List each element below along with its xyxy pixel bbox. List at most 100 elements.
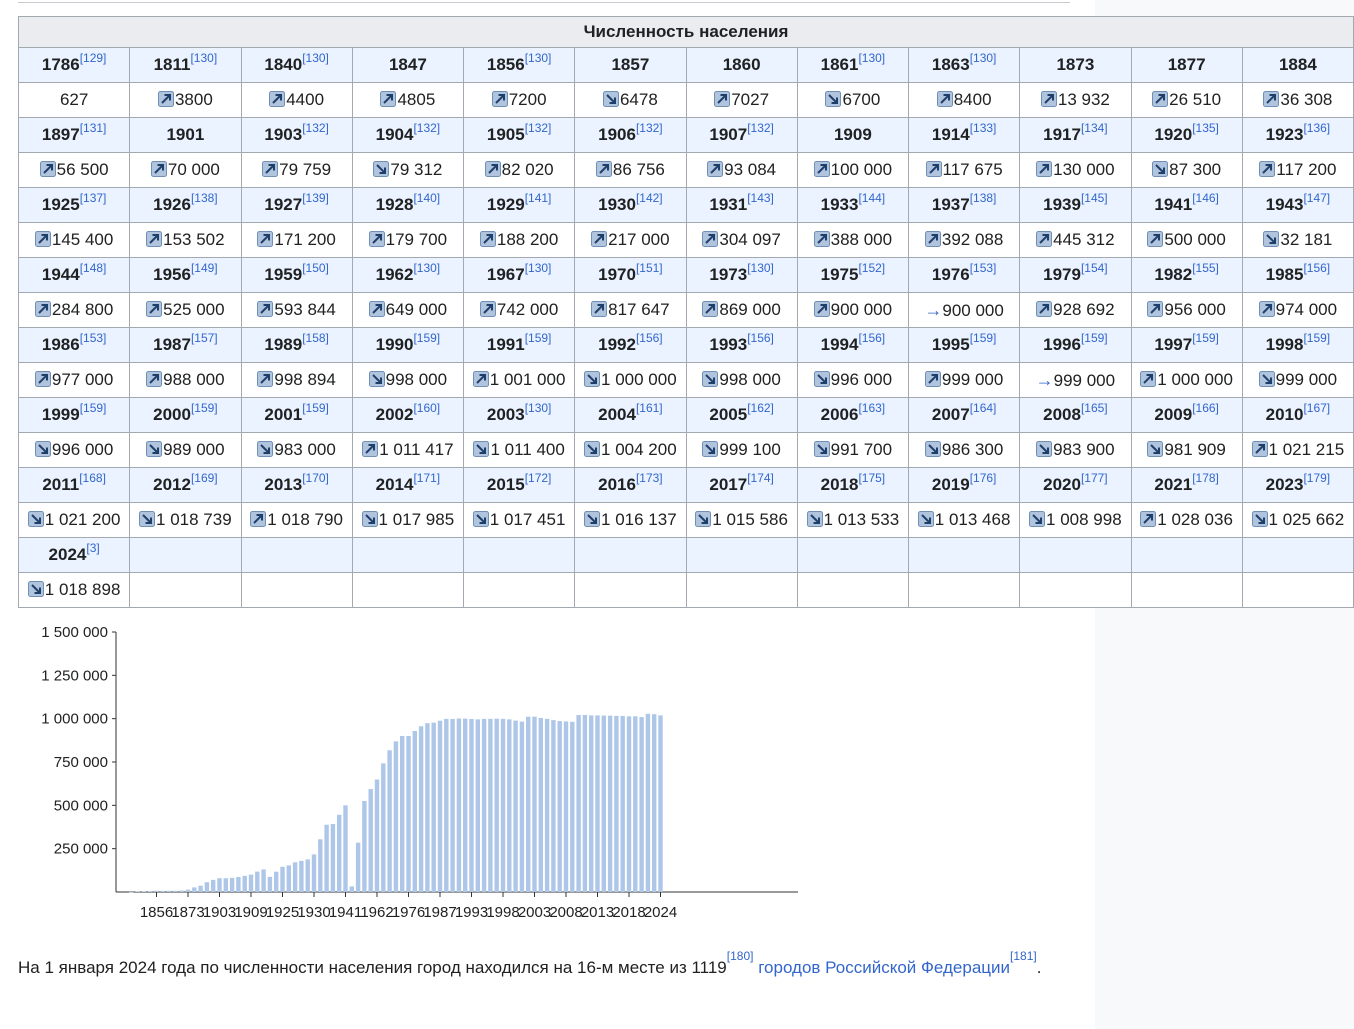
reference-link[interactable]: [159]: [302, 401, 329, 415]
reference-link[interactable]: [132]: [635, 121, 663, 135]
reference-link[interactable]: [165]: [1080, 401, 1108, 415]
population-value: 986 300: [941, 440, 1004, 459]
reference-link[interactable]: [146]: [1192, 191, 1219, 205]
reference-link[interactable]: [142]: [635, 191, 663, 205]
reference-link[interactable]: [139]: [302, 191, 329, 205]
reference-link[interactable]: [156]: [747, 331, 774, 345]
reference-link[interactable]: [172]: [524, 471, 552, 485]
reference-link[interactable]: [171]: [413, 471, 441, 485]
reference-link[interactable]: [159]: [969, 331, 997, 345]
reference-link[interactable]: [163]: [858, 401, 886, 415]
reference-link[interactable]: [151]: [635, 261, 663, 275]
reference-link[interactable]: [159]: [1080, 331, 1108, 345]
reference-link[interactable]: [169]: [190, 471, 218, 485]
reference-link[interactable]: [179]: [1303, 471, 1331, 485]
year-cell: 2018[175]: [796, 467, 910, 503]
reference-link[interactable]: [156]: [1303, 261, 1331, 275]
reference-link[interactable]: [133]: [969, 121, 997, 135]
reference-link[interactable]: [170]: [302, 471, 329, 485]
reference-link[interactable]: [156]: [635, 331, 663, 345]
reference-link[interactable]: [135]: [1192, 121, 1219, 135]
reference-link[interactable]: [152]: [858, 261, 886, 275]
year-label: 1962: [375, 265, 414, 284]
reference-link[interactable]: [164]: [969, 401, 997, 415]
reference-link[interactable]: [130]: [524, 261, 552, 275]
population-value: 998 894: [274, 370, 336, 389]
reference-link[interactable]: [177]: [1080, 471, 1108, 485]
reference-link[interactable]: [148]: [79, 261, 107, 275]
population-value: 983 900: [1053, 440, 1115, 459]
reference-link[interactable]: [158]: [302, 331, 329, 345]
reference-link[interactable]: [140]: [413, 191, 441, 205]
reference-link[interactable]: [132]: [302, 121, 329, 135]
ref-link-180[interactable]: [180]: [726, 949, 754, 963]
reference-link[interactable]: [132]: [413, 121, 441, 135]
cities-link[interactable]: городов Российской Федерации: [758, 958, 1011, 977]
reference-link[interactable]: [159]: [190, 401, 218, 415]
reference-link[interactable]: [149]: [190, 261, 218, 275]
population-value: 627: [59, 90, 89, 109]
reference-link[interactable]: [174]: [747, 471, 774, 485]
year-label: 2015: [486, 475, 525, 494]
reference-link[interactable]: [178]: [1192, 471, 1219, 485]
reference-link[interactable]: [155]: [1192, 261, 1219, 275]
reference-link[interactable]: [159]: [524, 331, 552, 345]
ref-link-181[interactable]: [181]: [1010, 949, 1037, 963]
reference-link[interactable]: [156]: [858, 331, 886, 345]
reference-link[interactable]: [132]: [747, 121, 774, 135]
reference-link[interactable]: [3]: [86, 541, 100, 555]
value-cell: [1019, 572, 1132, 608]
reference-link[interactable]: [160]: [413, 401, 441, 415]
reference-link[interactable]: [159]: [1192, 331, 1219, 345]
reference-link[interactable]: [150]: [302, 261, 329, 275]
reference-link[interactable]: [131]: [79, 121, 107, 135]
reference-link[interactable]: [136]: [1303, 121, 1331, 135]
value-cell: 869 000: [685, 292, 798, 328]
reference-link[interactable]: [138]: [190, 191, 218, 205]
bar-1967: [381, 763, 386, 892]
reference-link[interactable]: [129]: [79, 51, 107, 65]
reference-link[interactable]: [130]: [302, 51, 329, 65]
population-value: 869 000: [719, 300, 781, 319]
reference-link[interactable]: [138]: [969, 191, 997, 205]
reference-link[interactable]: [157]: [190, 331, 218, 345]
reference-link[interactable]: [143]: [747, 191, 774, 205]
reference-link[interactable]: [141]: [524, 191, 552, 205]
reference-link[interactable]: [153]: [79, 331, 107, 345]
reference-link[interactable]: [176]: [969, 471, 997, 485]
reference-link[interactable]: [137]: [79, 191, 107, 205]
reference-link[interactable]: [159]: [413, 331, 441, 345]
reference-link[interactable]: [173]: [635, 471, 663, 485]
reference-link[interactable]: [153]: [969, 261, 997, 275]
reference-link[interactable]: [144]: [858, 191, 886, 205]
reference-link[interactable]: [134]: [1080, 121, 1108, 135]
reference-link[interactable]: [132]: [524, 121, 552, 135]
population-value: 999 000: [1053, 370, 1116, 390]
reference-link[interactable]: [145]: [1080, 191, 1108, 205]
reference-link[interactable]: [168]: [79, 471, 106, 485]
population-value: 100 000: [830, 160, 893, 179]
reference-link[interactable]: [130]: [524, 51, 552, 65]
bar-1907: [242, 875, 247, 892]
reference-link[interactable]: [130]: [190, 51, 218, 65]
y-tick-label: 750 000: [54, 754, 108, 771]
reference-link[interactable]: [130]: [524, 401, 552, 415]
population-value: 1 021 200: [44, 510, 121, 529]
reference-link[interactable]: [159]: [79, 401, 107, 415]
reference-link[interactable]: [166]: [1192, 401, 1219, 415]
reference-link[interactable]: [167]: [1303, 401, 1331, 415]
reference-link[interactable]: [130]: [969, 51, 997, 65]
reference-link[interactable]: [130]: [747, 261, 774, 275]
trend-down-icon: [924, 441, 941, 457]
reference-link[interactable]: [154]: [1080, 261, 1108, 275]
value-cell: [462, 572, 576, 608]
reference-link[interactable]: [159]: [1303, 331, 1331, 345]
reference-link[interactable]: [162]: [747, 401, 774, 415]
reference-link[interactable]: [130]: [413, 261, 441, 275]
value-cell: 998 000: [685, 362, 798, 398]
value-cell: 304 097: [685, 222, 798, 258]
reference-link[interactable]: [161]: [635, 401, 663, 415]
reference-link[interactable]: [147]: [1303, 191, 1331, 205]
reference-link[interactable]: [130]: [858, 51, 886, 65]
reference-link[interactable]: [175]: [858, 471, 886, 485]
